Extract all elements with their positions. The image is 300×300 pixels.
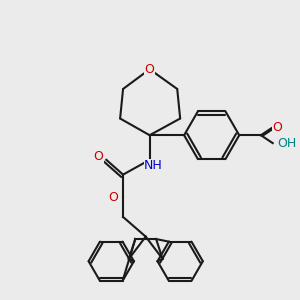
Text: O: O bbox=[108, 191, 118, 204]
Text: O: O bbox=[273, 121, 283, 134]
Text: O: O bbox=[94, 150, 103, 164]
Text: O: O bbox=[145, 63, 154, 76]
Text: OH: OH bbox=[278, 136, 297, 150]
Text: NH: NH bbox=[144, 159, 163, 172]
